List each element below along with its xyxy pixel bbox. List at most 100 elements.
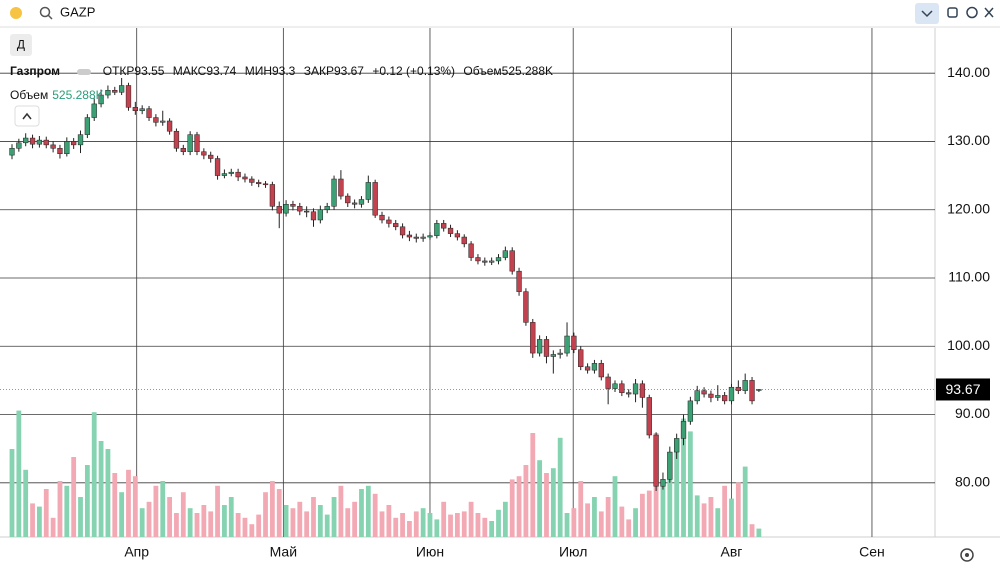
candle-body	[214, 158, 221, 176]
candle-body	[715, 395, 721, 398]
y-tick-label: 90.00	[955, 405, 990, 421]
candle-body	[194, 134, 200, 152]
candle-body	[393, 223, 399, 228]
y-tick-label: 140.00	[947, 64, 990, 80]
candle-body	[516, 270, 522, 292]
volume-bar	[660, 481, 666, 537]
candle-body	[612, 383, 618, 389]
volume-bar	[235, 513, 241, 537]
collapse-button[interactable]	[14, 105, 40, 127]
search-query[interactable]: GAZP	[60, 4, 95, 19]
volume-bar	[153, 485, 159, 537]
settings-button[interactable]	[966, 6, 978, 19]
interval-button[interactable]	[10, 34, 32, 56]
candle-body	[701, 390, 707, 395]
volume-bar	[297, 501, 303, 537]
volume-bar	[180, 492, 186, 537]
candle-body	[262, 183, 269, 186]
volume-bar	[571, 508, 577, 537]
candle-body	[406, 234, 413, 238]
y-tick-label: 130.00	[947, 132, 990, 148]
volume-bar	[269, 481, 275, 537]
instrument-name: Газпром	[10, 64, 61, 78]
open-value: 93.55	[134, 64, 165, 78]
volume-bar	[619, 506, 625, 537]
volume-bar	[722, 485, 728, 537]
volume-bar	[112, 473, 118, 537]
candle-body	[735, 386, 741, 391]
candle-body	[91, 103, 97, 118]
settings-gear[interactable]	[960, 548, 974, 562]
x-tick-label: Апр	[124, 544, 149, 560]
volume-bar	[756, 528, 762, 537]
candle-body	[125, 85, 132, 108]
volume-bar	[126, 469, 131, 537]
candle-body	[118, 85, 125, 93]
candle-body	[584, 366, 591, 371]
volume-bar	[640, 493, 645, 537]
volume-bar	[187, 508, 193, 537]
candle-body	[687, 400, 694, 422]
volume-bar	[550, 468, 556, 537]
candle-body	[441, 223, 447, 229]
volume-bar	[434, 519, 440, 537]
volume-value: 525.288K	[501, 64, 554, 78]
candle-body	[297, 206, 303, 212]
candle-body	[694, 390, 700, 402]
volume-bar	[304, 511, 310, 537]
candle-body	[489, 260, 495, 263]
volume-bar	[585, 503, 590, 537]
y-tick-label: 120.00	[947, 200, 990, 216]
candle-body	[708, 393, 714, 398]
volume-bar	[400, 513, 405, 537]
top-bar	[0, 0, 1000, 26]
candle-body	[71, 141, 77, 146]
dropdown-button[interactable]	[915, 3, 939, 24]
volume-bar	[468, 501, 474, 537]
window-button[interactable]	[947, 7, 958, 18]
volume-bar	[544, 473, 549, 537]
candle-body	[221, 173, 228, 176]
y-tick-label: 110.00	[948, 269, 990, 285]
volume-bar	[530, 433, 536, 537]
candle-body	[64, 141, 70, 154]
toggle[interactable]	[77, 68, 92, 75]
candle-body	[242, 176, 248, 180]
volume-bar	[23, 469, 29, 537]
candle-body	[482, 260, 488, 263]
volume-bar	[626, 519, 632, 537]
volume-legend-label: Объем	[10, 88, 49, 102]
volume-bar	[352, 501, 358, 537]
volume-bar	[105, 449, 111, 537]
candle-body	[160, 120, 166, 123]
candle-body	[379, 214, 385, 221]
volume-legend: Объем 525.288K	[10, 88, 104, 102]
candle-body	[269, 184, 276, 207]
volume-bar	[633, 508, 638, 537]
volume-bar	[215, 485, 220, 537]
volume-bar	[345, 508, 351, 537]
volume-bar	[681, 418, 686, 537]
volume-legend-value: 525.288K	[52, 88, 104, 102]
search-icon[interactable]	[39, 6, 51, 18]
candle-body	[639, 383, 646, 398]
volume-bar	[667, 466, 673, 537]
volume-bar	[742, 466, 748, 537]
volume-bar	[324, 514, 330, 537]
volume-bar	[461, 511, 467, 537]
candle-body	[756, 389, 762, 391]
volume-bar	[119, 492, 125, 537]
volume-bar	[71, 457, 77, 537]
candle-body	[146, 108, 152, 118]
candle-body	[36, 139, 43, 145]
candle-body	[728, 386, 735, 402]
candle-body	[187, 134, 193, 152]
volume-bar	[598, 511, 604, 537]
candle-body	[23, 137, 29, 144]
candle-body	[331, 178, 337, 207]
volume-bar	[30, 503, 35, 537]
candle-body	[50, 144, 56, 149]
candle-body	[626, 392, 632, 395]
candle-body	[461, 236, 467, 245]
volume-bar	[57, 481, 63, 537]
